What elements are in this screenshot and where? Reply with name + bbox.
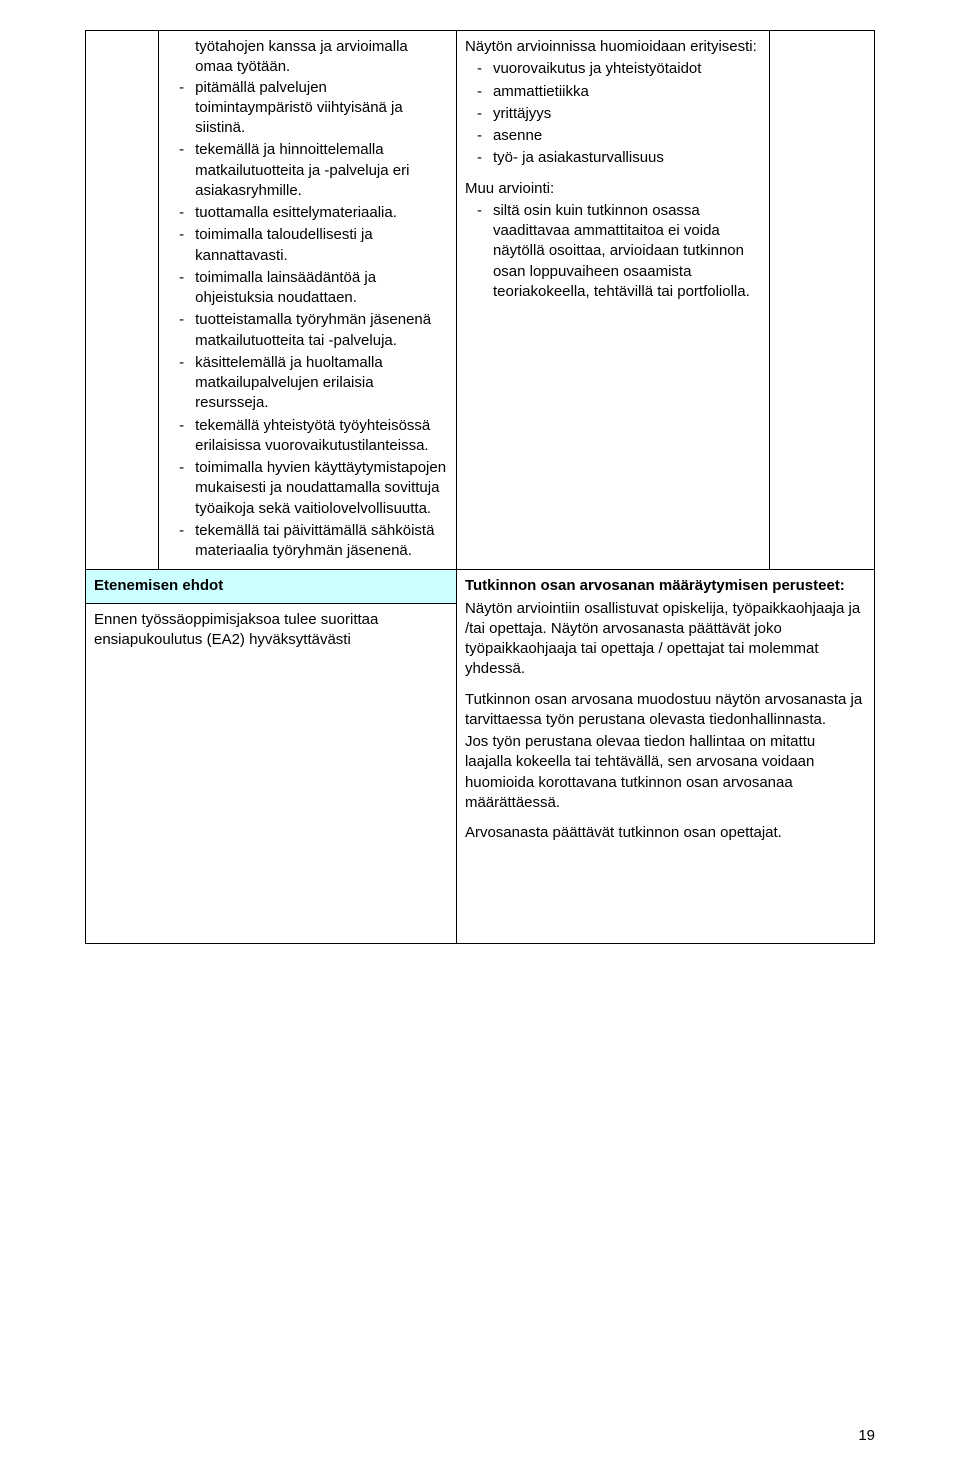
left-list-item: tekemällä ja hinnoittelemalla matkailutu… <box>167 140 448 201</box>
right-body-cell: Tutkinnon osan arvosanan määräytymisen p… <box>456 570 874 943</box>
right-list-item: työ- ja asiakasturvallisuus <box>465 148 762 168</box>
left-list-item: toimimalla hyvien käyttäytymistapojen mu… <box>167 458 448 519</box>
right-sub-bullet-list: siltä osin kuin tutkinnon osassa vaaditt… <box>465 201 762 302</box>
right-intro-text: Näytön arvioinnissa huomioidaan erityise… <box>465 37 762 57</box>
right-paragraph: Näytön arviointiin osallistuvat opiskeli… <box>465 599 866 680</box>
right-bullet-list: vuorovaikutus ja yhteistyötaidot ammattie… <box>465 59 762 168</box>
left-list-item: tuotteistamalla työryhmän jäsenenä matka… <box>167 310 448 351</box>
left-list-item: tekemällä yhteistyötä työyhteisössä eril… <box>167 416 448 457</box>
left-body-text: Ennen työssäoppimisjaksoa tulee suoritta… <box>94 611 378 648</box>
top-empty-cell <box>86 31 159 570</box>
left-list-item: tekemällä tai päivittämällä sähköistä ma… <box>167 521 448 562</box>
document-page: työtahojen kanssa ja arvioimalla omaa ty… <box>0 0 960 1476</box>
left-list-item: toimimalla taloudellisesti ja kannattava… <box>167 225 448 266</box>
top-right-cell: Näytön arvioinnissa huomioidaan erityise… <box>456 31 770 570</box>
top-last-empty-cell <box>770 31 875 570</box>
right-list-item: yrittäjyys <box>465 104 762 124</box>
right-list-item: ammattietiikka <box>465 82 762 102</box>
left-list-item: pitämällä palvelujen toimintaympäristö v… <box>167 78 448 139</box>
page-number: 19 <box>858 1426 875 1446</box>
header-row: Etenemisen ehdot Tutkinnon osan arvosana… <box>86 570 875 603</box>
right-list-item: vuorovaikutus ja yhteistyötaidot <box>465 59 762 79</box>
left-intro-text: työtahojen kanssa ja arvioimalla omaa ty… <box>167 37 448 78</box>
right-sub-heading: Muu arviointi: <box>465 179 762 199</box>
top-left-cell: työtahojen kanssa ja arvioimalla omaa ty… <box>159 31 457 570</box>
right-paragraphs: Näytön arviointiin osallistuvat opiskeli… <box>465 599 866 844</box>
content-table: työtahojen kanssa ja arvioimalla omaa ty… <box>85 30 875 944</box>
left-list-item: toimimalla lainsäädäntöä ja ohjeistuksia… <box>167 268 448 309</box>
right-header-text: Tutkinnon osan arvosanan määräytymisen p… <box>465 576 866 596</box>
left-body-cell: Ennen työssäoppimisjaksoa tulee suoritta… <box>86 603 457 943</box>
left-bullet-list: pitämällä palvelujen toimintaympäristö v… <box>167 78 448 562</box>
top-row: työtahojen kanssa ja arvioimalla omaa ty… <box>86 31 875 570</box>
left-list-item: tuottamalla esittelymateriaalia. <box>167 203 448 223</box>
left-list-item: käsittelemällä ja huoltamalla matkailupa… <box>167 353 448 414</box>
right-sub-list-item: siltä osin kuin tutkinnon osassa vaaditt… <box>465 201 762 302</box>
left-header-cell: Etenemisen ehdot <box>86 570 457 603</box>
right-paragraph: Tutkinnon osan arvosana muodostuu näytön… <box>465 690 866 731</box>
right-paragraph: Arvosanasta päättävät tutkinnon osan ope… <box>465 823 866 843</box>
right-paragraph: Jos työn perustana olevaa tiedon hallint… <box>465 732 866 813</box>
right-list-item: asenne <box>465 126 762 146</box>
left-header-text: Etenemisen ehdot <box>94 577 223 594</box>
